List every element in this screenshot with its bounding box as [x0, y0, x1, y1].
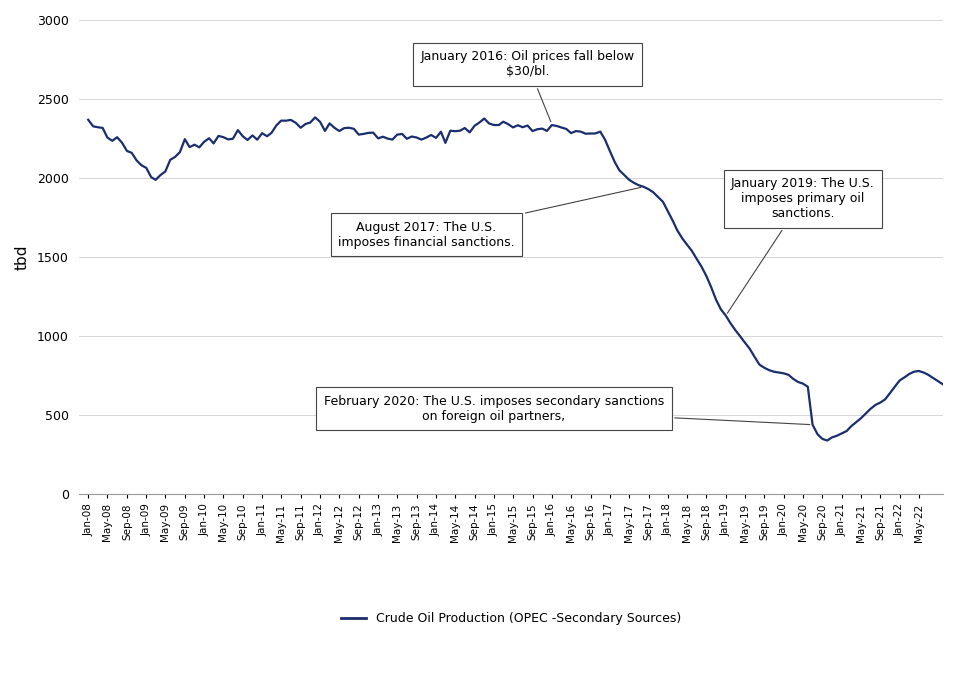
Text: August 2017: The U.S.
imposes financial sanctions.: August 2017: The U.S. imposes financial …: [338, 188, 641, 249]
Legend: Crude Oil Production (OPEC -Secondary Sources): Crude Oil Production (OPEC -Secondary So…: [335, 607, 686, 630]
Text: January 2016: Oil prices fall below
$30/bl.: January 2016: Oil prices fall below $30/…: [421, 50, 634, 121]
Y-axis label: tbd: tbd: [15, 244, 30, 270]
Text: February 2020: The U.S. imposes secondary sanctions
on foreign oil partners,: February 2020: The U.S. imposes secondar…: [324, 395, 810, 424]
Text: January 2019: The U.S.
imposes primary oil
sanctions.: January 2019: The U.S. imposes primary o…: [727, 177, 875, 313]
